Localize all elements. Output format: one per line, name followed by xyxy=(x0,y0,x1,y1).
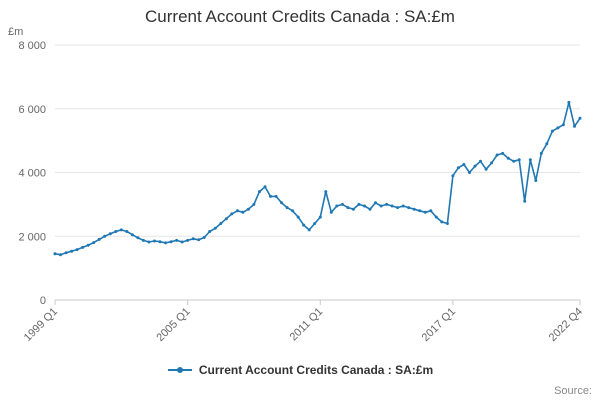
y-axis-unit-label: £m xyxy=(8,26,24,38)
svg-text:2017 Q1: 2017 Q1 xyxy=(420,306,458,344)
legend-label: Current Account Credits Canada : SA:£m xyxy=(198,363,434,377)
svg-text:6 000: 6 000 xyxy=(18,104,46,116)
svg-text:2005 Q1: 2005 Q1 xyxy=(154,306,192,344)
chart-title: Current Account Credits Canada : SA:£m xyxy=(145,7,455,26)
legend-item[interactable]: Current Account Credits Canada : SA:£m xyxy=(0,363,600,377)
svg-text:0: 0 xyxy=(40,295,46,307)
svg-text:8 000: 8 000 xyxy=(18,40,46,52)
svg-text:2 000: 2 000 xyxy=(18,231,46,243)
legend-line-icon xyxy=(167,367,192,373)
source-label: Source: xyxy=(554,385,592,397)
svg-text:2011 Q1: 2011 Q1 xyxy=(288,306,326,344)
svg-text:4 000: 4 000 xyxy=(18,168,46,180)
plot-svg: 0 2 000 4 000 6 000 8 000 1999 Q1 2005 Q1 2011 … xyxy=(18,40,585,344)
svg-text:1999 Q1: 1999 Q1 xyxy=(22,306,60,344)
svg-text:2022 Q4: 2022 Q4 xyxy=(547,306,585,344)
